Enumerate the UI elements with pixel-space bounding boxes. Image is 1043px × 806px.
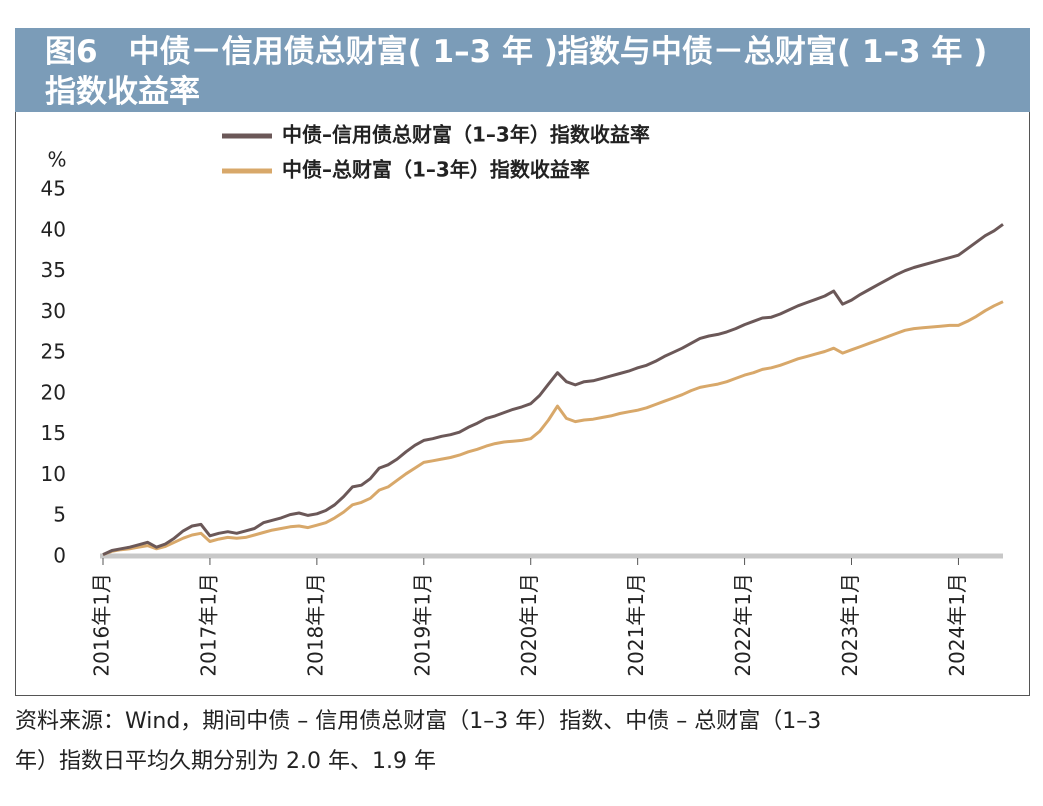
source-line: 资料来源：Wind，期间中债 – 信用债总财富（1–3 年）指数、中债 – 总财… — [15, 709, 822, 734]
y-tick-label: 30 — [41, 299, 66, 323]
x-tick-label: 2021年1月 — [624, 573, 648, 677]
y-tick-label: 5 — [53, 503, 66, 527]
x-tick-label: 2018年1月 — [303, 573, 327, 677]
frame — [15, 112, 1030, 696]
x-tick-label: 2017年1月 — [196, 573, 220, 677]
chart-title: 图6 中债－信用债总财富( 1–3 年 )指数与中债－总财富( 1–3 年 ) … — [45, 34, 988, 110]
y-axis-label: % — [47, 148, 66, 172]
y-tick-label: 45 — [41, 177, 66, 201]
y-tick-label: 0 — [53, 544, 66, 568]
x-tick-label: 2022年1月 — [731, 573, 755, 677]
source: 资料来源：Wind，期间中债 – 信用债总财富（1–3 年）指数、中债 – 总财… — [15, 702, 1035, 782]
legend-label: 中债–信用债总财富（1–3年）指数收益率 — [282, 123, 650, 147]
y-tick-label: 35 — [41, 258, 66, 282]
legend-label: 中债–总财富（1–3年）指数收益率 — [282, 158, 590, 182]
series-line — [102, 300, 1004, 557]
x-tick-label: 2020年1月 — [517, 573, 541, 677]
y-tick-label: 20 — [41, 380, 66, 404]
x-tick-label: 2016年1月 — [90, 573, 114, 677]
x-tick-label: 2024年1月 — [945, 573, 969, 677]
series-line — [102, 223, 1004, 556]
y-tick-label: 15 — [41, 421, 66, 445]
chart: % 0 5 10 15 20 25 30 35 40 45 2016年1月 2017年1月 2018年1月… — [41, 123, 1004, 677]
x-tick-label: 2023年1月 — [838, 573, 862, 677]
y-tick-label: 25 — [41, 340, 66, 364]
y-tick-label: 40 — [41, 217, 66, 241]
x-tick-label: 2019年1月 — [410, 573, 434, 677]
source-line: 年）指数日平均久期分别为 2.0 年、1.9 年 — [15, 749, 436, 774]
y-tick-label: 10 — [41, 462, 66, 486]
header: 图6 中债－信用债总财富( 1–3 年 )指数与中债－总财富( 1–3 年 ) … — [15, 28, 1030, 112]
